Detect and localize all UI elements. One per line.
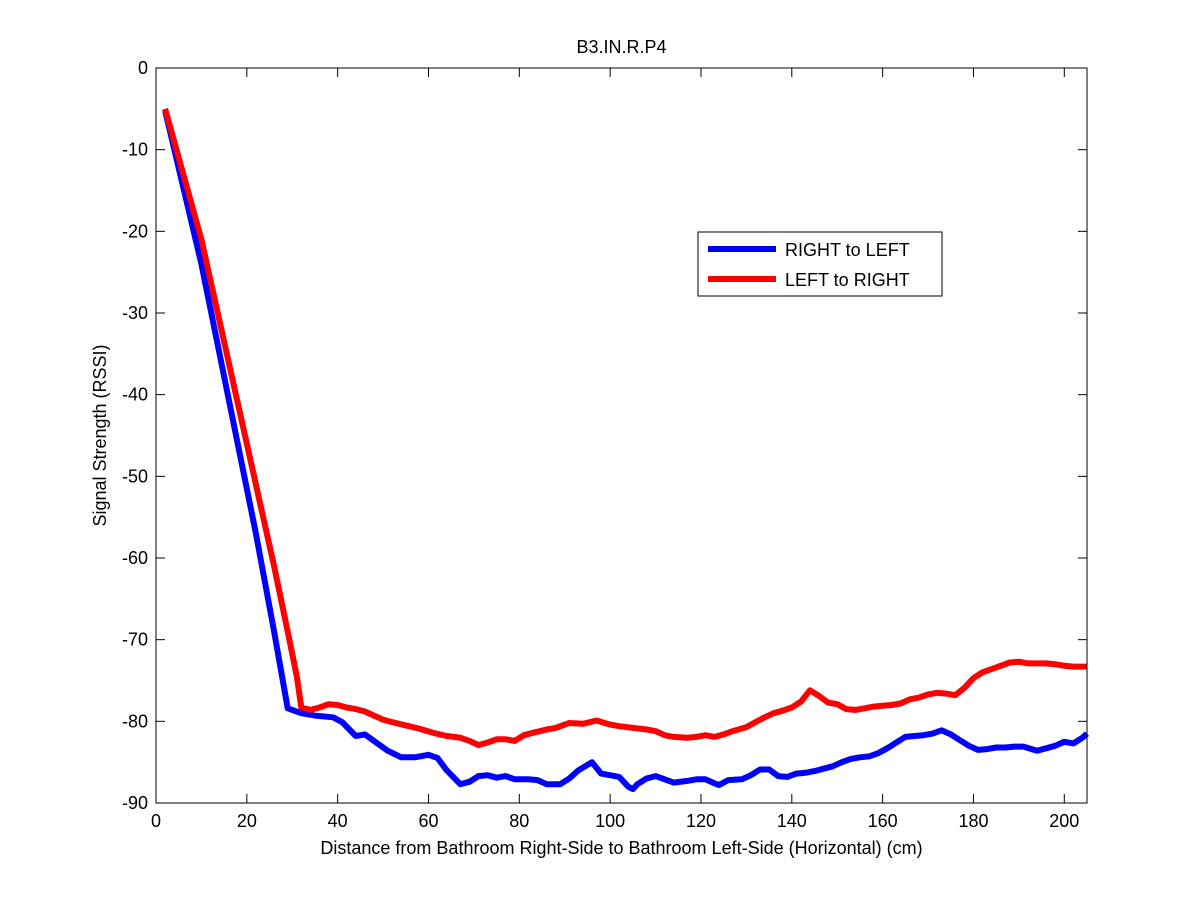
legend-box (697, 231, 943, 297)
x-tick-label: 120 (686, 811, 716, 831)
series-line-left-to-right (162, 107, 1087, 748)
y-axis-label: Signal Strength (RSSI) (90, 344, 110, 526)
x-tick-label: 100 (595, 811, 625, 831)
legend-label-left-to-right: LEFT to RIGHT (785, 270, 910, 290)
x-tick-label: 180 (958, 811, 988, 831)
x-axis-label: Distance from Bathroom Right-Side to Bat… (320, 838, 922, 858)
x-tick-label: 60 (418, 811, 438, 831)
chart-title: B3.IN.R.P4 (576, 37, 666, 57)
legend-label-right-to-left: RIGHT to LEFT (785, 240, 910, 260)
y-tick-label: -90 (122, 793, 148, 813)
x-tick-label: 200 (1049, 811, 1079, 831)
y-tick-label: -60 (122, 548, 148, 568)
y-tick-label: -80 (122, 711, 148, 731)
plot-area (156, 68, 1087, 803)
y-tick-label: 0 (138, 58, 148, 78)
y-tick-label: -70 (122, 630, 148, 650)
series-line-right-to-left (162, 109, 1090, 793)
y-tick-label: -10 (122, 140, 148, 160)
y-tick-label: -40 (122, 385, 148, 405)
y-tick-label: -50 (122, 466, 148, 486)
x-tick-label: 20 (237, 811, 257, 831)
x-tick-label: 0 (151, 811, 161, 831)
y-tick-label: -20 (122, 221, 148, 241)
series-layer (162, 107, 1090, 793)
tick-layer: 0 20 40 60 80 100 120 140 160 180 200 0 -10 -20 -30 -40… (122, 58, 1087, 831)
x-tick-label: 160 (868, 811, 898, 831)
x-tick-label: 140 (777, 811, 807, 831)
y-tick-label: -30 (122, 303, 148, 323)
legend: RIGHT to LEFT LEFT to RIGHT (697, 231, 943, 297)
plot-frame (155, 67, 1088, 804)
x-tick-label: 80 (509, 811, 529, 831)
x-tick-label: 40 (328, 811, 348, 831)
